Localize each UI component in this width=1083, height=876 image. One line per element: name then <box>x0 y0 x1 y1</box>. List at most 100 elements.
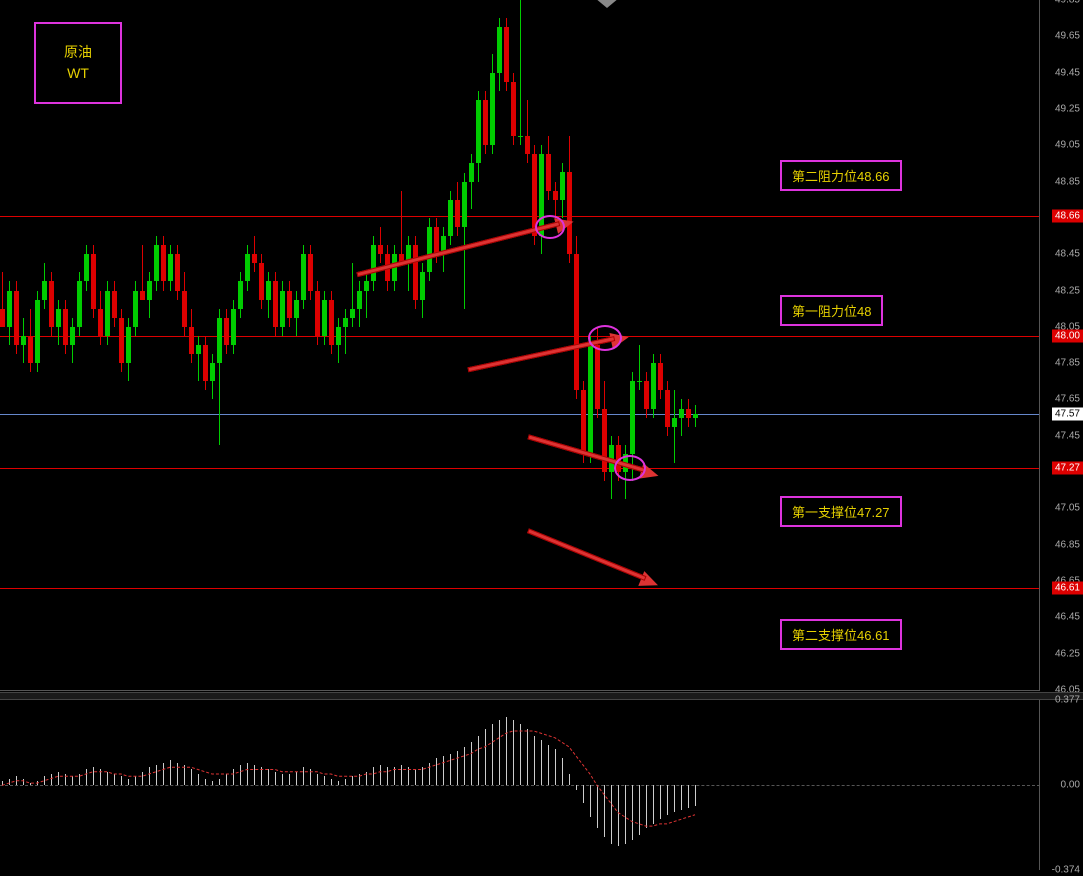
candlestick <box>7 281 12 345</box>
highlight-circle-icon <box>535 215 565 239</box>
candlestick <box>231 300 236 354</box>
candlestick <box>693 405 698 427</box>
price-axis-marker: 48.66 <box>1052 210 1083 223</box>
candlestick <box>602 381 607 481</box>
candlestick <box>483 91 488 155</box>
candlestick <box>189 309 194 363</box>
indicator-signal-svg <box>0 700 1040 870</box>
horizontal-price-line <box>0 336 1040 337</box>
candlestick <box>637 345 642 390</box>
title-line-2: WT <box>64 63 92 84</box>
candlestick <box>567 136 572 263</box>
candlestick <box>168 245 173 290</box>
candlestick <box>574 236 579 399</box>
candlestick <box>644 372 649 417</box>
horizontal-price-line <box>0 216 1040 217</box>
candlestick <box>119 309 124 373</box>
y-axis-tick: 49.85 <box>1055 0 1080 6</box>
price-axis-marker: 47.27 <box>1052 462 1083 475</box>
candlestick <box>378 227 383 263</box>
indicator-panel[interactable] <box>0 700 1040 870</box>
indicator-y-axis: 0.3770.00-0.374 <box>1039 700 1083 870</box>
candlestick <box>476 91 481 182</box>
highlight-circle-icon <box>614 455 646 481</box>
price-axis-marker: 48.00 <box>1052 329 1083 342</box>
candlestick <box>84 245 89 290</box>
annotation-box: 第二阻力位48.66 <box>780 160 902 191</box>
candlestick <box>427 218 432 282</box>
candlestick <box>147 272 152 317</box>
candlestick <box>112 281 117 326</box>
y-axis-tick: 49.45 <box>1055 67 1080 78</box>
y-axis-tick: 49.65 <box>1055 31 1080 42</box>
candlestick <box>336 318 341 363</box>
candlestick <box>560 163 565 217</box>
candlestick <box>98 291 103 345</box>
candlestick <box>105 281 110 345</box>
candlestick <box>252 236 257 272</box>
candlestick <box>413 236 418 309</box>
panel-divider[interactable] <box>0 692 1083 700</box>
candlestick <box>399 191 404 264</box>
horizontal-price-line <box>0 414 1040 415</box>
candlestick <box>42 263 47 308</box>
y-axis-tick: 47.85 <box>1055 358 1080 369</box>
candlestick <box>259 254 264 308</box>
candlestick <box>525 100 530 164</box>
candlestick <box>196 336 201 381</box>
candlestick <box>665 381 670 435</box>
candlestick <box>364 272 369 317</box>
candlestick <box>420 263 425 317</box>
candlestick <box>21 318 26 363</box>
price-axis-marker: 47.57 <box>1052 408 1083 421</box>
candlestick <box>322 291 327 345</box>
candlestick <box>357 281 362 326</box>
y-axis-tick: 47.45 <box>1055 430 1080 441</box>
chart-title-box: 原油 WT <box>34 22 122 104</box>
candlestick <box>0 272 5 326</box>
horizontal-price-line <box>0 588 1040 589</box>
candlestick <box>679 399 684 435</box>
y-axis-tick: 48.25 <box>1055 285 1080 296</box>
candlestick <box>343 309 348 354</box>
y-axis-tick: 46.45 <box>1055 612 1080 623</box>
candlestick <box>490 54 495 154</box>
candlestick <box>217 309 222 445</box>
y-axis-tick: 47.65 <box>1055 394 1080 405</box>
candlestick <box>70 318 75 363</box>
highlight-circle-icon <box>588 325 622 351</box>
candlestick <box>686 399 691 426</box>
candlestick <box>77 272 82 336</box>
indicator-tick: -0.374 <box>1052 865 1080 876</box>
candlestick <box>651 354 656 418</box>
annotation-box: 第二支撑位46.61 <box>780 619 902 650</box>
candlestick <box>588 336 593 463</box>
candlestick <box>63 300 68 354</box>
y-axis-tick: 48.85 <box>1055 176 1080 187</box>
main-chart-area[interactable]: 原油 WT 第二阻力位48.66第一阻力位48第一支撑位47.27第二支撑位46… <box>0 0 1040 691</box>
y-axis-tick: 46.25 <box>1055 648 1080 659</box>
candlestick <box>35 291 40 373</box>
candlestick <box>308 245 313 299</box>
candlestick <box>182 272 187 336</box>
y-axis-tick: 49.25 <box>1055 103 1080 114</box>
y-axis-tick: 46.85 <box>1055 539 1080 550</box>
candlestick <box>294 291 299 336</box>
candlestick <box>245 245 250 290</box>
candlestick <box>238 272 243 317</box>
annotation-box: 第一阻力位48 <box>780 295 883 326</box>
candlestick <box>448 191 453 245</box>
chart-container: 原油 WT 第二阻力位48.66第一阻力位48第一支撑位47.27第二支撑位46… <box>0 0 1083 875</box>
candlestick <box>658 354 663 399</box>
candlestick <box>140 245 145 299</box>
candlestick <box>546 136 551 200</box>
candlestick <box>280 281 285 335</box>
candlestick <box>273 272 278 336</box>
y-axis-tick: 48.45 <box>1055 249 1080 260</box>
y-axis-tick: 49.05 <box>1055 140 1080 151</box>
candlestick <box>203 336 208 390</box>
candlestick <box>455 182 460 236</box>
candlestick <box>49 272 54 336</box>
candlestick <box>518 0 523 145</box>
candlestick <box>91 245 96 318</box>
